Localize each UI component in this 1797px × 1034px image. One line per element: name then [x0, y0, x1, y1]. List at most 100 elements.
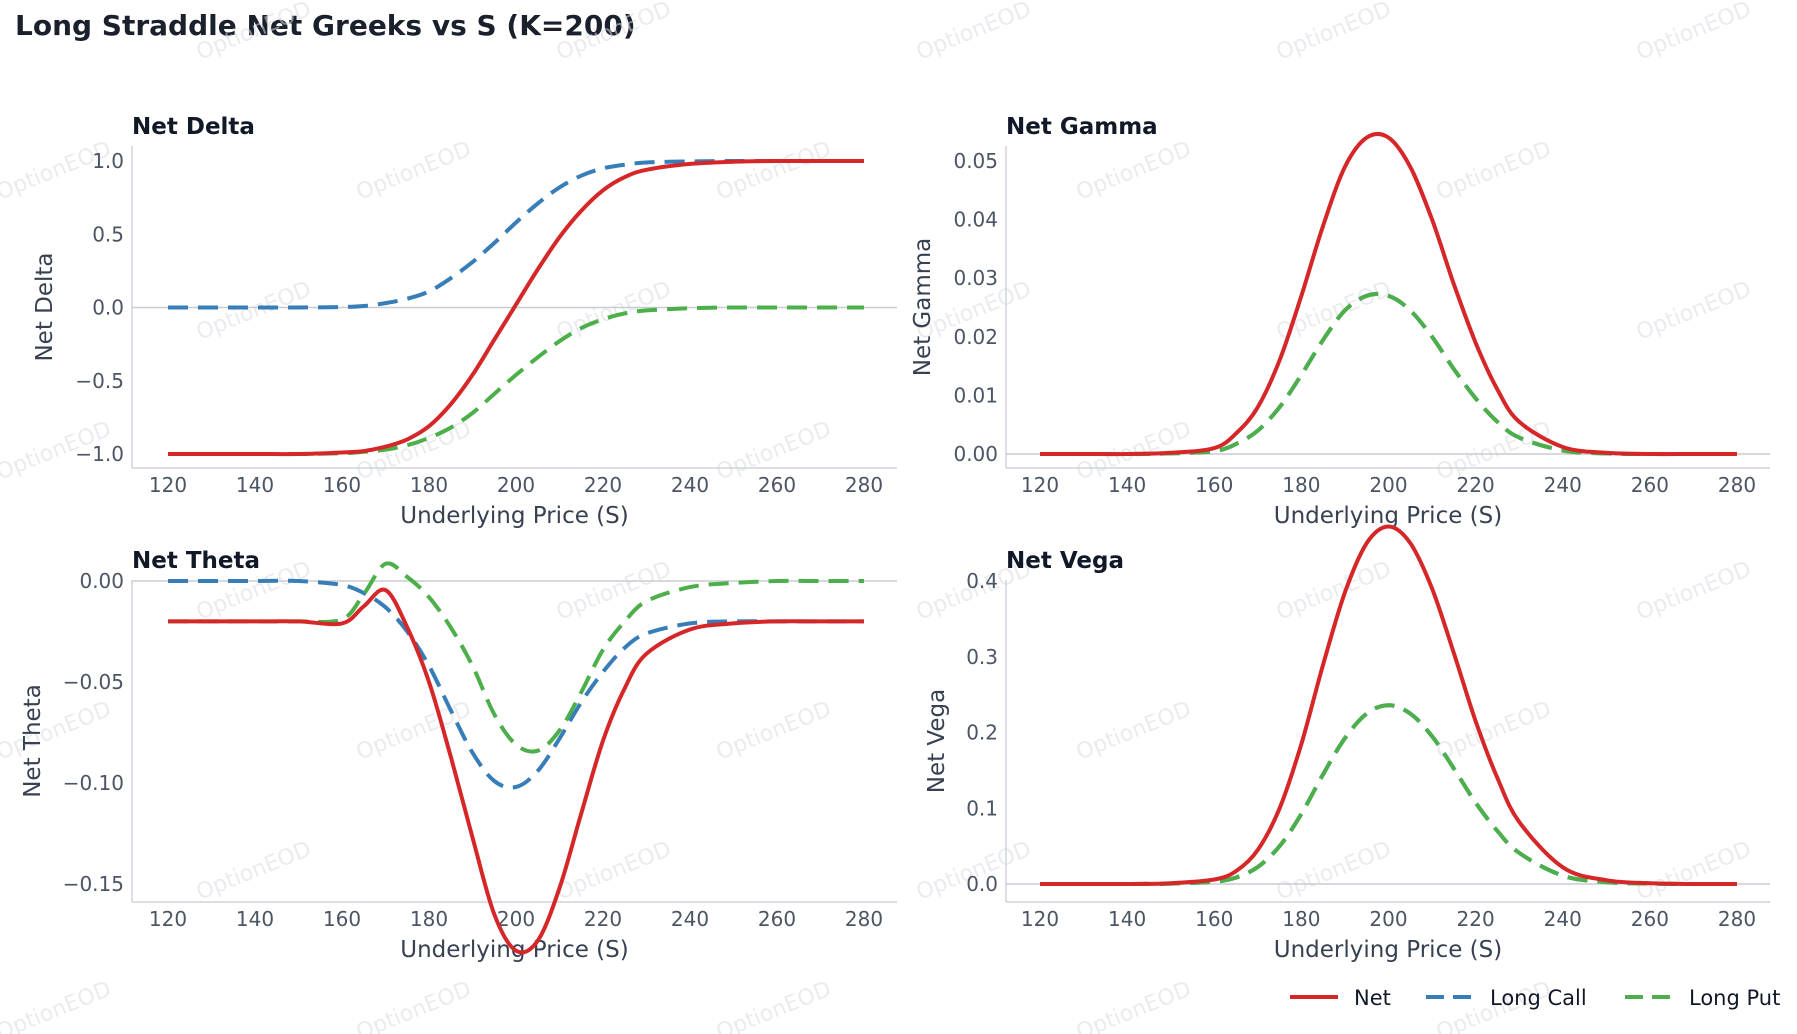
x-tick-label: 140 — [236, 907, 274, 931]
x-tick-label: 240 — [1544, 473, 1582, 497]
watermark-text: OptionEOD — [1793, 417, 1797, 486]
x-tick-label: 180 — [1282, 473, 1320, 497]
x-tick-label: 140 — [1108, 907, 1146, 931]
watermark-text: OptionEOD — [0, 697, 115, 766]
x-tick-label: 180 — [410, 907, 448, 931]
page-title: Long Straddle Net Greeks vs S (K=200) — [15, 9, 636, 42]
watermark-text: OptionEOD — [1433, 137, 1555, 206]
watermark-text: OptionEOD — [193, 837, 315, 906]
y-tick-label: −0.05 — [63, 670, 124, 694]
watermark-text: OptionEOD — [1633, 557, 1755, 626]
watermark-text: OptionEOD — [1273, 0, 1395, 66]
x-tick-label: 140 — [236, 473, 274, 497]
x-axis-label: Underlying Price (S) — [1274, 937, 1502, 963]
y-axis-label: Net Gamma — [910, 238, 936, 377]
x-tick-label: 240 — [671, 907, 709, 931]
x-tick-label: 220 — [1457, 473, 1495, 497]
panel-net-delta: Net Delta 120 140 160 180 200 220 240 260 280 −1.0… — [32, 114, 897, 529]
watermark-text: OptionEOD — [1073, 977, 1195, 1034]
y-tick-label: 0.03 — [953, 266, 998, 290]
x-tick-label: 280 — [1718, 473, 1756, 497]
x-tick-label: 160 — [1195, 473, 1233, 497]
watermark-text: OptionEOD — [1273, 837, 1395, 906]
watermark-text: OptionEOD — [1793, 977, 1797, 1034]
x-tick-label: 120 — [1021, 907, 1059, 931]
watermark-text: OptionEOD — [1633, 837, 1755, 906]
watermark-text: OptionEOD — [1793, 697, 1797, 766]
y-tick-label: 0.4 — [966, 569, 998, 593]
watermark-text: OptionEOD — [0, 977, 115, 1034]
watermark-text: OptionEOD — [713, 697, 835, 766]
x-tick-label: 180 — [1282, 907, 1320, 931]
legend-item-net: Net — [1290, 986, 1391, 1010]
series-line-long-put — [1039, 291, 1737, 457]
y-tick-label: 0.00 — [79, 569, 124, 593]
x-tick-label: 160 — [323, 473, 361, 497]
x-tick-label: 260 — [758, 907, 796, 931]
panel-title: Net Gamma — [1006, 114, 1158, 140]
y-tick-label: 0.05 — [953, 149, 998, 173]
legend-label: Long Call — [1490, 986, 1587, 1010]
panel-net-theta: Net Theta 120 140 160 180 200 220 240 260 280 −0.1… — [20, 548, 897, 963]
y-tick-label: −0.5 — [75, 369, 124, 393]
x-tick-label: 120 — [1021, 473, 1059, 497]
x-tick-label: 120 — [149, 473, 187, 497]
y-axis-label: Net Vega — [924, 689, 950, 793]
y-tick-label: 0.02 — [953, 325, 998, 349]
watermark-text: OptionEOD — [1073, 137, 1195, 206]
x-tick-label: 240 — [1544, 907, 1582, 931]
watermark-text: OptionEOD — [1433, 697, 1555, 766]
panel-net-gamma: Net Gamma 120 140 160 180 200 220 240 260 280 0.00… — [910, 114, 1770, 529]
y-tick-label: −0.15 — [63, 872, 124, 896]
y-tick-label: 0.01 — [953, 383, 998, 407]
series-line-long-put — [168, 561, 864, 754]
legend-label: Long Put — [1689, 986, 1780, 1010]
y-tick-label: 0.0 — [92, 296, 124, 320]
x-tick-label: 220 — [1457, 907, 1495, 931]
series-line-long-call — [1039, 291, 1737, 457]
series-line-long-call — [168, 578, 864, 790]
x-tick-label: 180 — [410, 473, 448, 497]
x-tick-label: 260 — [1631, 907, 1669, 931]
watermark-text: OptionEOD — [1633, 0, 1755, 66]
panel-title: Net Delta — [132, 114, 255, 140]
y-tick-label: −1.0 — [75, 442, 124, 466]
x-axis-label: Underlying Price (S) — [400, 503, 628, 529]
watermark-text: OptionEOD — [193, 277, 315, 346]
series-line-long-put — [167, 305, 864, 457]
x-tick-label: 260 — [758, 473, 796, 497]
y-tick-label: 0.3 — [966, 645, 998, 669]
y-tick-label: 0.00 — [953, 442, 998, 466]
x-tick-label: 280 — [845, 473, 883, 497]
series-line-net — [1039, 131, 1737, 457]
legend-label: Net — [1354, 986, 1391, 1010]
y-tick-label: 0.2 — [966, 721, 998, 745]
watermark-text: OptionEOD — [193, 0, 315, 66]
watermark-text: OptionEOD — [913, 0, 1035, 66]
watermark-text: OptionEOD — [553, 557, 675, 626]
series-line-net — [168, 587, 864, 955]
y-tick-label: 0.0 — [966, 872, 998, 896]
legend: Net Long Call Long Put — [1290, 986, 1780, 1010]
series-line-net — [167, 158, 864, 457]
x-tick-label: 200 — [1369, 907, 1407, 931]
y-tick-label: −0.10 — [63, 771, 124, 795]
series-line-long-put — [1040, 703, 1738, 887]
x-tick-label: 280 — [1718, 907, 1756, 931]
watermark-text: OptionEOD — [353, 137, 475, 206]
legend-item-long-put: Long Put — [1625, 986, 1780, 1010]
series-line-net — [1040, 524, 1738, 887]
x-tick-label: 200 — [497, 473, 535, 497]
y-tick-label: 1.0 — [92, 149, 124, 173]
watermark-text: OptionEOD — [1273, 277, 1395, 346]
panel-title: Net Vega — [1006, 548, 1124, 574]
x-tick-label: 220 — [584, 473, 622, 497]
y-tick-label: 0.1 — [966, 796, 998, 820]
x-tick-label: 160 — [1195, 907, 1233, 931]
watermark-text: OptionEOD — [1633, 277, 1755, 346]
x-tick-label: 220 — [584, 907, 622, 931]
x-tick-label: 280 — [845, 907, 883, 931]
x-tick-label: 200 — [497, 907, 535, 931]
